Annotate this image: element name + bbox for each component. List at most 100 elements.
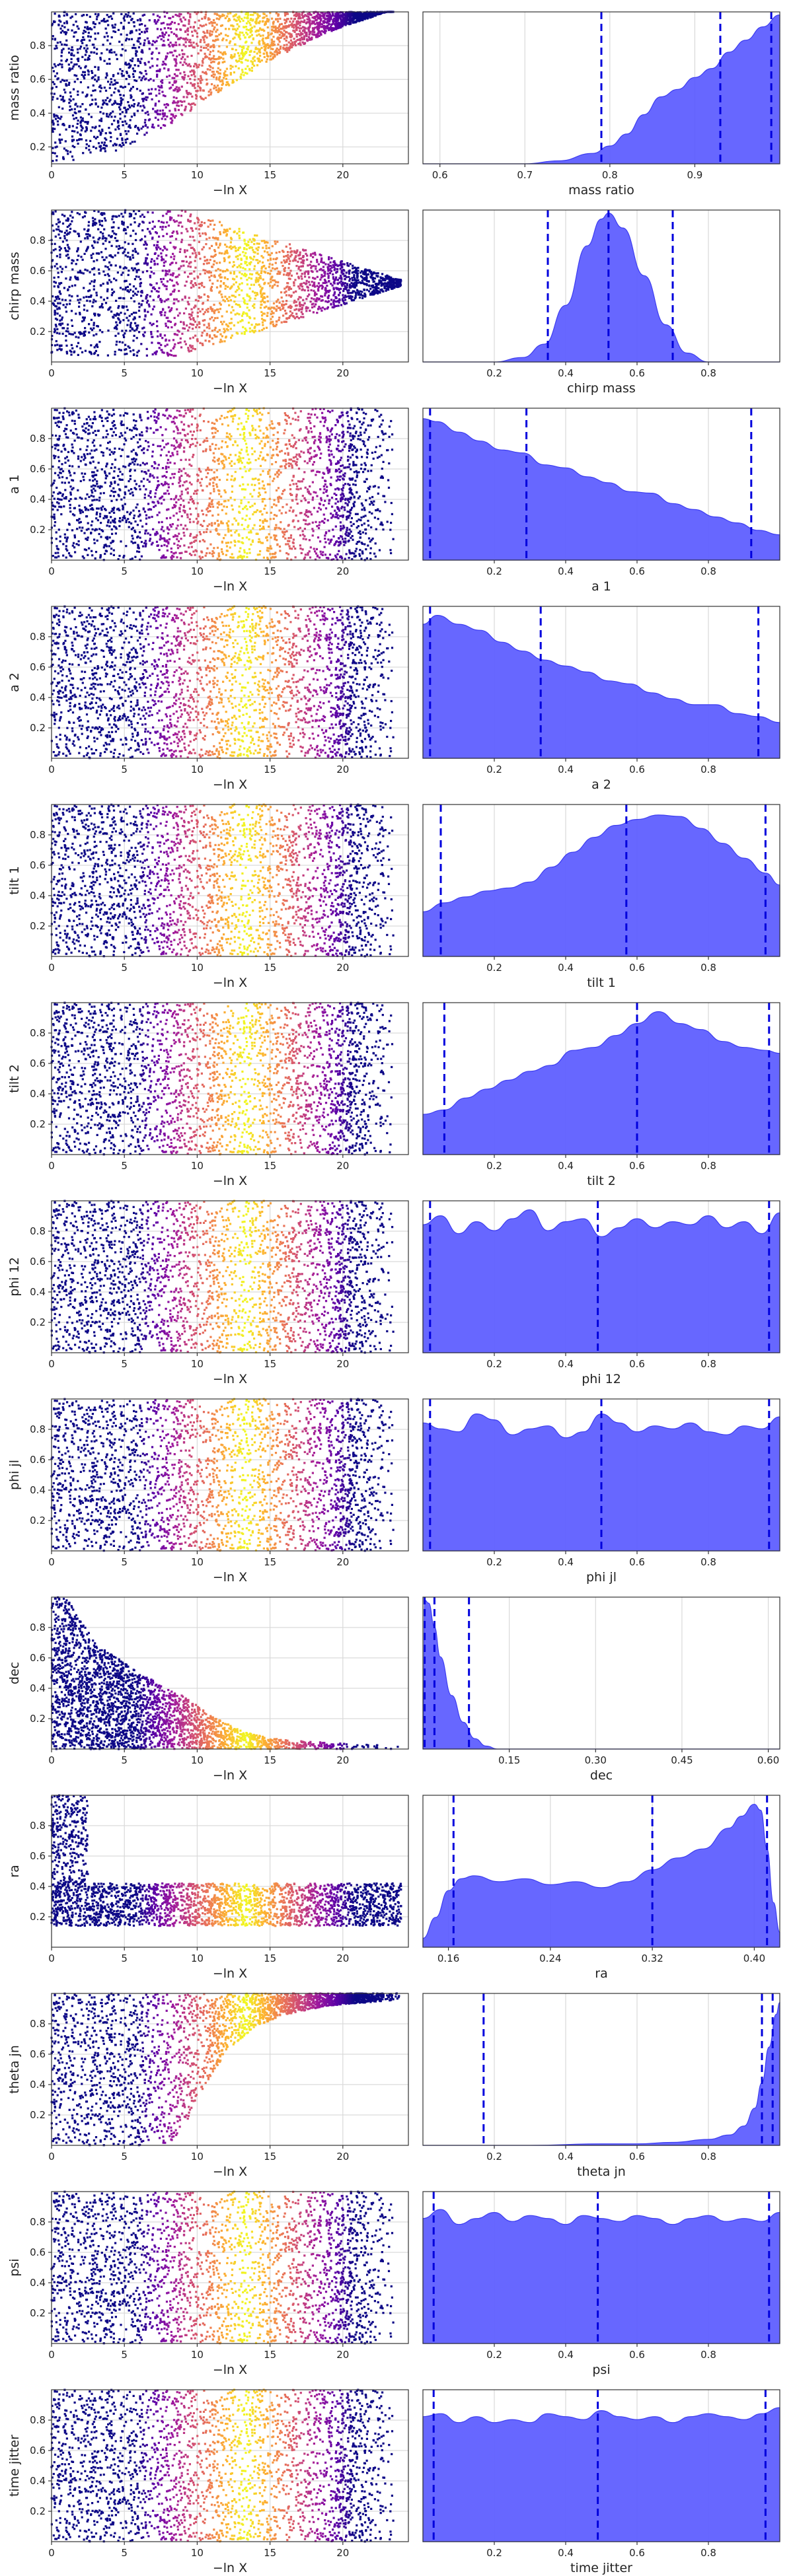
trace-point bbox=[272, 36, 274, 38]
trace-point bbox=[91, 244, 93, 246]
trace-point bbox=[167, 320, 169, 322]
trace-point bbox=[210, 91, 212, 93]
trace-point bbox=[106, 32, 108, 34]
trace-point bbox=[215, 30, 217, 32]
trace-point bbox=[83, 47, 85, 49]
trace-point bbox=[264, 24, 266, 26]
trace-point bbox=[184, 30, 186, 32]
trace-point bbox=[327, 273, 329, 275]
trace-point bbox=[268, 282, 270, 284]
trace-point bbox=[230, 245, 232, 247]
trace-point bbox=[104, 20, 106, 22]
trace-point bbox=[89, 140, 91, 142]
trace-point bbox=[248, 277, 250, 279]
trace-point bbox=[249, 317, 251, 319]
trace-point bbox=[334, 268, 336, 269]
trace-point bbox=[285, 321, 287, 323]
trace-point bbox=[128, 320, 130, 322]
trace-point bbox=[139, 223, 141, 225]
trace-point bbox=[61, 25, 63, 27]
posterior-x-tick-label: 0.8 bbox=[602, 169, 618, 181]
trace-point bbox=[80, 116, 82, 118]
trace-point bbox=[89, 300, 91, 302]
trace-point bbox=[137, 269, 139, 271]
trace-point bbox=[153, 306, 155, 308]
trace-point bbox=[129, 283, 131, 285]
trace-point bbox=[118, 227, 120, 229]
trace-point bbox=[139, 24, 141, 26]
trace-point bbox=[101, 225, 103, 227]
trace-point bbox=[126, 78, 128, 80]
trace-point bbox=[65, 335, 67, 337]
trace-point bbox=[61, 79, 63, 81]
trace-point bbox=[240, 263, 242, 265]
trace-point bbox=[116, 246, 118, 248]
trace-point bbox=[248, 36, 250, 38]
trace-point bbox=[133, 141, 135, 143]
trace-point bbox=[155, 40, 157, 42]
trace-point bbox=[169, 75, 170, 77]
trace-point bbox=[186, 82, 188, 84]
trace-point bbox=[309, 310, 311, 312]
trace-point bbox=[198, 287, 200, 289]
trace-point bbox=[143, 75, 145, 77]
trace-point bbox=[56, 45, 57, 47]
trace-point bbox=[161, 22, 163, 24]
trace-point bbox=[143, 42, 145, 44]
trace-point bbox=[230, 237, 232, 239]
trace-point bbox=[84, 74, 86, 76]
trace-point bbox=[157, 296, 159, 298]
trace-point bbox=[263, 328, 265, 330]
trace-point bbox=[290, 36, 292, 38]
trace-point bbox=[265, 306, 267, 308]
trace-point bbox=[305, 32, 307, 34]
trace-point bbox=[327, 269, 329, 271]
trace-point bbox=[81, 42, 83, 44]
trace-point bbox=[113, 120, 115, 122]
trace-point bbox=[299, 302, 301, 304]
trace-point bbox=[183, 100, 185, 102]
trace-point bbox=[169, 242, 171, 244]
trace-point bbox=[176, 97, 178, 99]
trace-point bbox=[315, 268, 317, 269]
trace-point bbox=[64, 91, 66, 93]
trace-point bbox=[161, 35, 163, 37]
trace-point bbox=[113, 102, 115, 104]
trace-point bbox=[164, 114, 166, 116]
trace-point bbox=[284, 267, 286, 269]
trace-point bbox=[71, 295, 73, 297]
trace-point bbox=[269, 263, 271, 265]
trace-point bbox=[180, 61, 182, 63]
trace-point bbox=[114, 215, 116, 217]
trace-points bbox=[50, 209, 402, 357]
trace-point bbox=[255, 295, 257, 297]
trace-point bbox=[180, 18, 182, 20]
trace-point bbox=[239, 45, 241, 47]
trace-point bbox=[192, 285, 194, 287]
trace-point bbox=[276, 252, 278, 254]
trace-point bbox=[264, 56, 266, 58]
trace-point bbox=[54, 285, 56, 287]
trace-point bbox=[311, 297, 313, 299]
trace-point bbox=[391, 286, 393, 288]
trace-point bbox=[177, 90, 179, 92]
trace-point bbox=[91, 280, 93, 282]
trace-point bbox=[114, 129, 116, 131]
trace-point bbox=[318, 264, 320, 266]
trace-point bbox=[287, 18, 289, 20]
trace-point bbox=[167, 298, 169, 300]
trace-point bbox=[251, 70, 253, 72]
trace-point bbox=[310, 261, 312, 263]
trace-point bbox=[67, 328, 69, 330]
trace-point bbox=[172, 272, 174, 274]
trace-point bbox=[54, 300, 56, 302]
trace-point bbox=[52, 147, 54, 149]
trace-point bbox=[359, 297, 361, 299]
trace-point bbox=[157, 336, 159, 338]
trace-point bbox=[236, 332, 238, 334]
trace-point bbox=[266, 58, 268, 60]
trace-point bbox=[126, 34, 128, 36]
trace-point bbox=[213, 55, 215, 57]
trace-point bbox=[112, 24, 114, 26]
trace-point bbox=[215, 35, 217, 37]
